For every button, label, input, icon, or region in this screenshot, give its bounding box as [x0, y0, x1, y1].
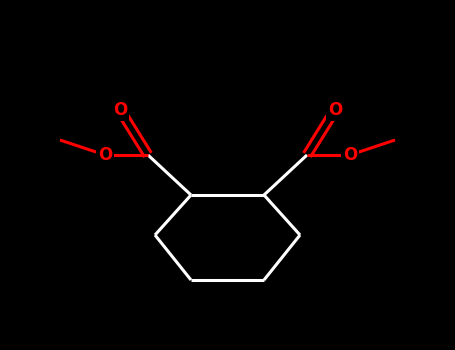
- Text: O: O: [113, 101, 127, 119]
- Text: O: O: [343, 146, 357, 164]
- Text: O: O: [328, 101, 342, 119]
- Text: O: O: [98, 146, 112, 164]
